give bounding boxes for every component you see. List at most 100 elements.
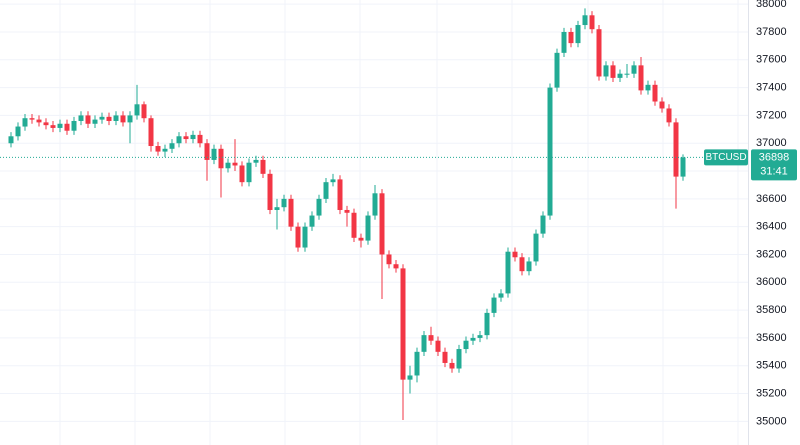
candle-body (120, 115, 126, 123)
candle-body (610, 65, 616, 78)
candle-body (498, 293, 504, 298)
candle-body (225, 162, 231, 169)
y-tick-label: 35400 (756, 360, 787, 372)
candle-body (470, 337, 476, 341)
candle-body (169, 143, 175, 149)
candle-body (463, 340, 469, 350)
candle-body (155, 146, 161, 152)
candle-body (50, 125, 56, 128)
y-tick-label: 35600 (756, 332, 787, 344)
candle-body (414, 351, 420, 376)
candle-body (400, 268, 406, 380)
candle-body (197, 134, 203, 144)
candle-body (456, 349, 462, 369)
candle-body (267, 173, 273, 210)
candle-body (232, 162, 238, 166)
candle-body (484, 312, 490, 336)
candle-body (211, 148, 217, 160)
candle-body (505, 251, 511, 294)
candle-body (29, 118, 35, 120)
candle-body (15, 126, 21, 137)
candle-body (554, 52, 560, 88)
candle-body (162, 148, 168, 152)
candle-body (512, 251, 518, 258)
symbol-label: BTCUSD (705, 152, 746, 163)
last-price-label: 36898 (759, 151, 790, 163)
candle-body (421, 335, 427, 352)
candle-body (568, 31, 574, 44)
candle-body (547, 87, 553, 216)
candle-body (190, 134, 196, 140)
candle-body (330, 179, 336, 183)
candle-body (652, 84, 658, 102)
candle-body (645, 84, 651, 91)
candle-body (666, 108, 672, 123)
candle-body (246, 162, 252, 183)
y-tick-label: 36400 (756, 221, 787, 233)
candle-body (526, 261, 532, 272)
candle-body (386, 254, 392, 265)
price-label-box (751, 149, 797, 181)
candle-body (316, 198, 322, 216)
candle-body (113, 115, 119, 121)
candle-body (92, 119, 98, 124)
candle-body (344, 209, 350, 213)
candle-body (36, 119, 42, 123)
candle-body (351, 212, 357, 238)
candle-body (309, 215, 315, 227)
candle-body (106, 116, 112, 121)
candle-body (596, 29, 602, 77)
y-tick-label: 36000 (756, 276, 787, 288)
y-tick-label: 38000 (756, 0, 787, 10)
candle-body (281, 198, 287, 208)
candle-body (407, 375, 413, 380)
y-tick-label: 36600 (756, 193, 787, 205)
candle-body (638, 65, 644, 91)
candle-body (449, 362, 455, 369)
candle-body (337, 179, 343, 210)
candle-body (477, 335, 483, 338)
candle-body (183, 136, 189, 140)
candle-body (673, 122, 679, 177)
candle-body (295, 226, 301, 248)
candle-body (358, 237, 364, 241)
y-tick-label: 37800 (756, 26, 787, 38)
candle-body (533, 233, 539, 262)
candle-body (624, 73, 630, 75)
candle-body (176, 136, 182, 144)
candle-body (302, 226, 308, 248)
y-tick-label: 35200 (756, 387, 787, 399)
candle-body (540, 215, 546, 234)
y-tick-label: 37000 (756, 137, 787, 149)
candle-body (323, 182, 329, 199)
y-tick-label: 37400 (756, 82, 787, 94)
candle-body (491, 297, 497, 313)
candle-body (617, 73, 623, 78)
candle-body (64, 123, 70, 131)
candle-body (603, 65, 609, 77)
candle-body (288, 198, 294, 227)
candle-body (379, 193, 385, 255)
y-tick-label: 35000 (756, 415, 787, 427)
candle-body (575, 25, 581, 44)
candle-body (148, 118, 154, 147)
candle-body (218, 148, 224, 169)
candle-body (631, 65, 637, 74)
candle-body (239, 165, 245, 183)
candle-body (141, 104, 147, 119)
y-tick-label: 37200 (756, 109, 787, 121)
candle-body (442, 351, 448, 363)
candle-body (127, 115, 133, 123)
candle-body (134, 104, 140, 116)
candle-body (71, 120, 77, 131)
candle-body (680, 157, 686, 177)
candle-body (393, 264, 399, 269)
candle-body (253, 159, 259, 163)
candle-body (365, 215, 371, 241)
candle-body (8, 136, 14, 144)
y-tick-label: 35800 (756, 304, 787, 316)
candle-body (435, 340, 441, 352)
candle-body (260, 159, 266, 174)
candle-body (519, 257, 525, 272)
